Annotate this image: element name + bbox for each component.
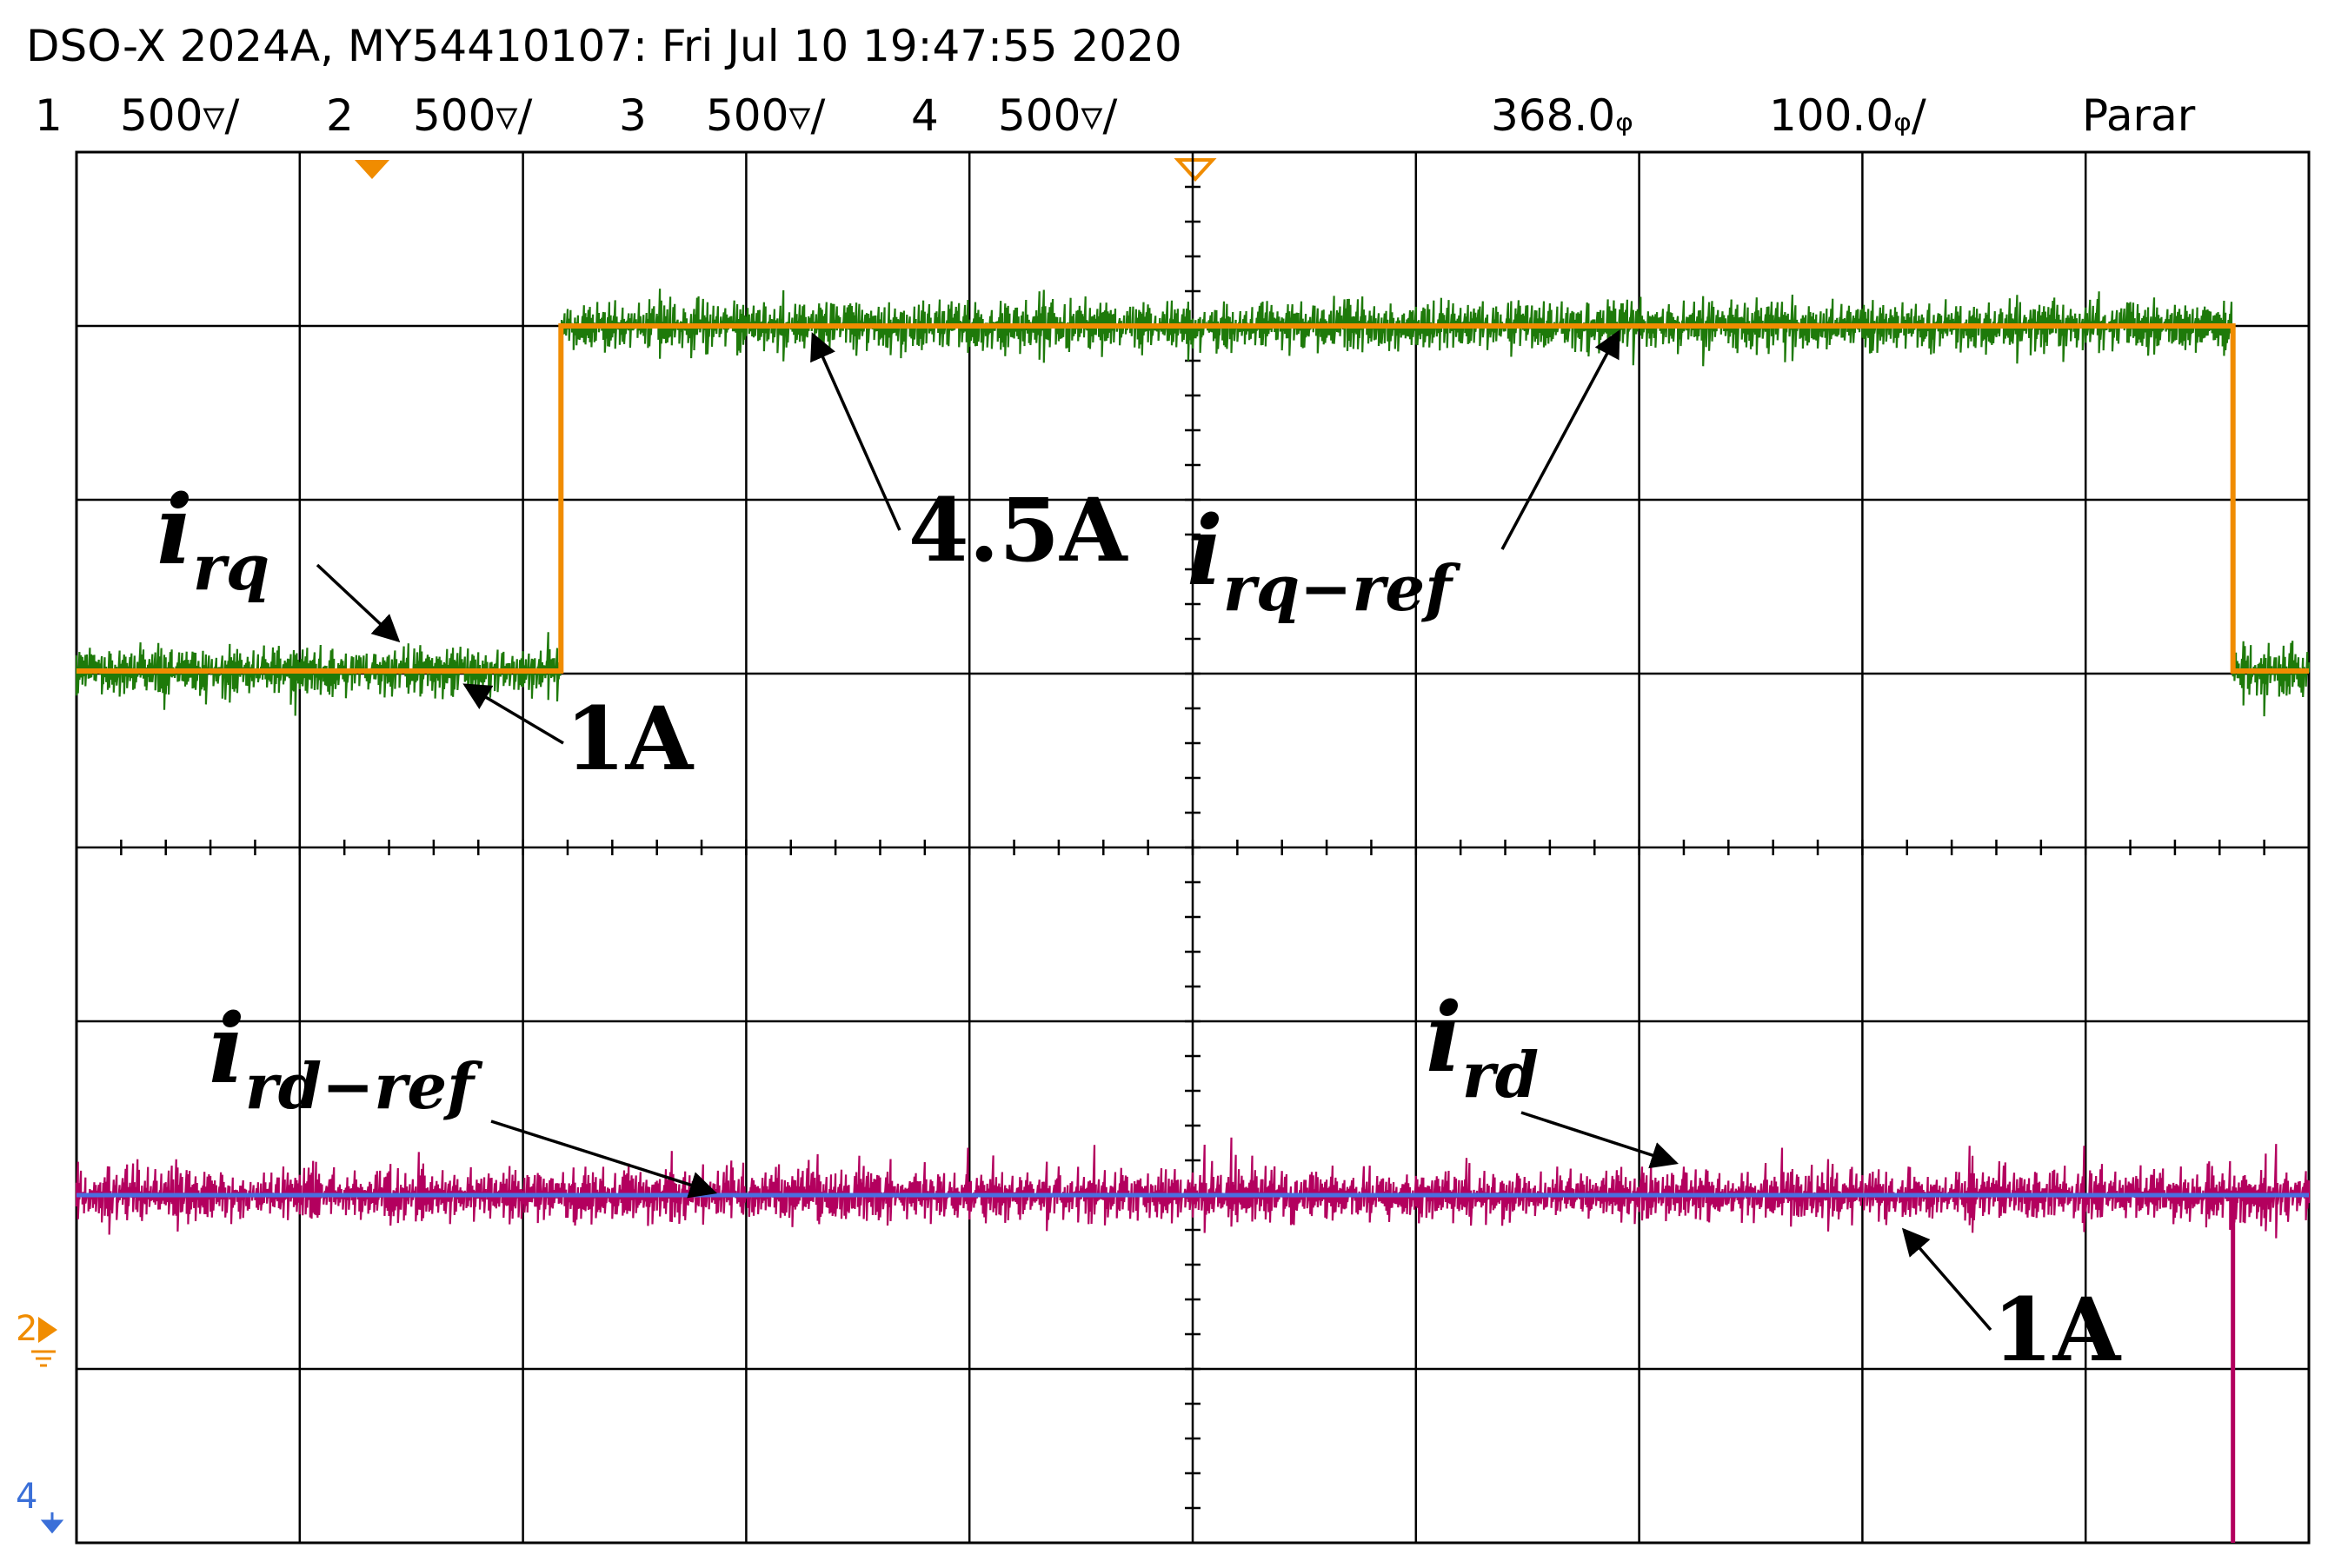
- trigger-point-marker: [1174, 158, 1217, 182]
- label-1a-top: 1A: [565, 688, 695, 790]
- arrow-irq-ref: [1500, 329, 1620, 550]
- arrow-1a-bottom: [1901, 1227, 1992, 1332]
- ch4-number: 4: [911, 90, 939, 141]
- ch4-ground-marker: 4: [16, 1477, 64, 1534]
- scope-title: DSO-X 2024A, MY54410107: Fri Jul 10 19:4…: [26, 21, 1182, 71]
- svg-text:4: 4: [16, 1477, 37, 1517]
- scope-grid: [75, 150, 2311, 1545]
- ch2-number: 2: [326, 90, 354, 141]
- ch1-time-marker: [355, 160, 389, 179]
- arrow-irq: [316, 563, 401, 643]
- ch2-ground-marker: 2: [16, 1309, 57, 1367]
- ch3-scale: 500▿/: [706, 90, 826, 141]
- label-ird: ird: [1426, 981, 1539, 1112]
- label-irq-ref: irq−ref: [1187, 495, 1461, 625]
- trace-irq-ref: [76, 323, 2309, 674]
- arrow-ird: [1520, 1111, 1679, 1169]
- ch4-scale: 500▿/: [998, 90, 1118, 141]
- arrow-ird-ref: [490, 1120, 718, 1199]
- run-status: Parar: [2082, 90, 2196, 141]
- label-1a-bottom: 1A: [1992, 1279, 2122, 1381]
- ch3-number: 3: [619, 90, 647, 141]
- trigger-delay: 368.0ᵩ: [1491, 90, 1633, 141]
- annotations: irq 1A 4.5A irq−ref ird−ref ird 1A: [156, 329, 2122, 1381]
- ch1-number: 1: [35, 90, 63, 141]
- label-45a: 4.5A: [908, 479, 1128, 581]
- arrow-1a-top: [462, 683, 564, 745]
- timebase: 100.0ᵩ/: [1769, 90, 1926, 141]
- traces: [75, 289, 2311, 1543]
- arrow-45a: [810, 332, 901, 531]
- ch1-scale: 500▿/: [120, 90, 240, 141]
- label-irq: irq: [156, 474, 269, 604]
- channel-scales: 1 500▿/ 2 500▿/ 3 500▿/ 4 500▿/: [35, 90, 1118, 141]
- svg-text:2: 2: [16, 1309, 37, 1349]
- ch2-scale: 500▿/: [413, 90, 533, 141]
- label-ird-ref: ird−ref: [209, 993, 483, 1123]
